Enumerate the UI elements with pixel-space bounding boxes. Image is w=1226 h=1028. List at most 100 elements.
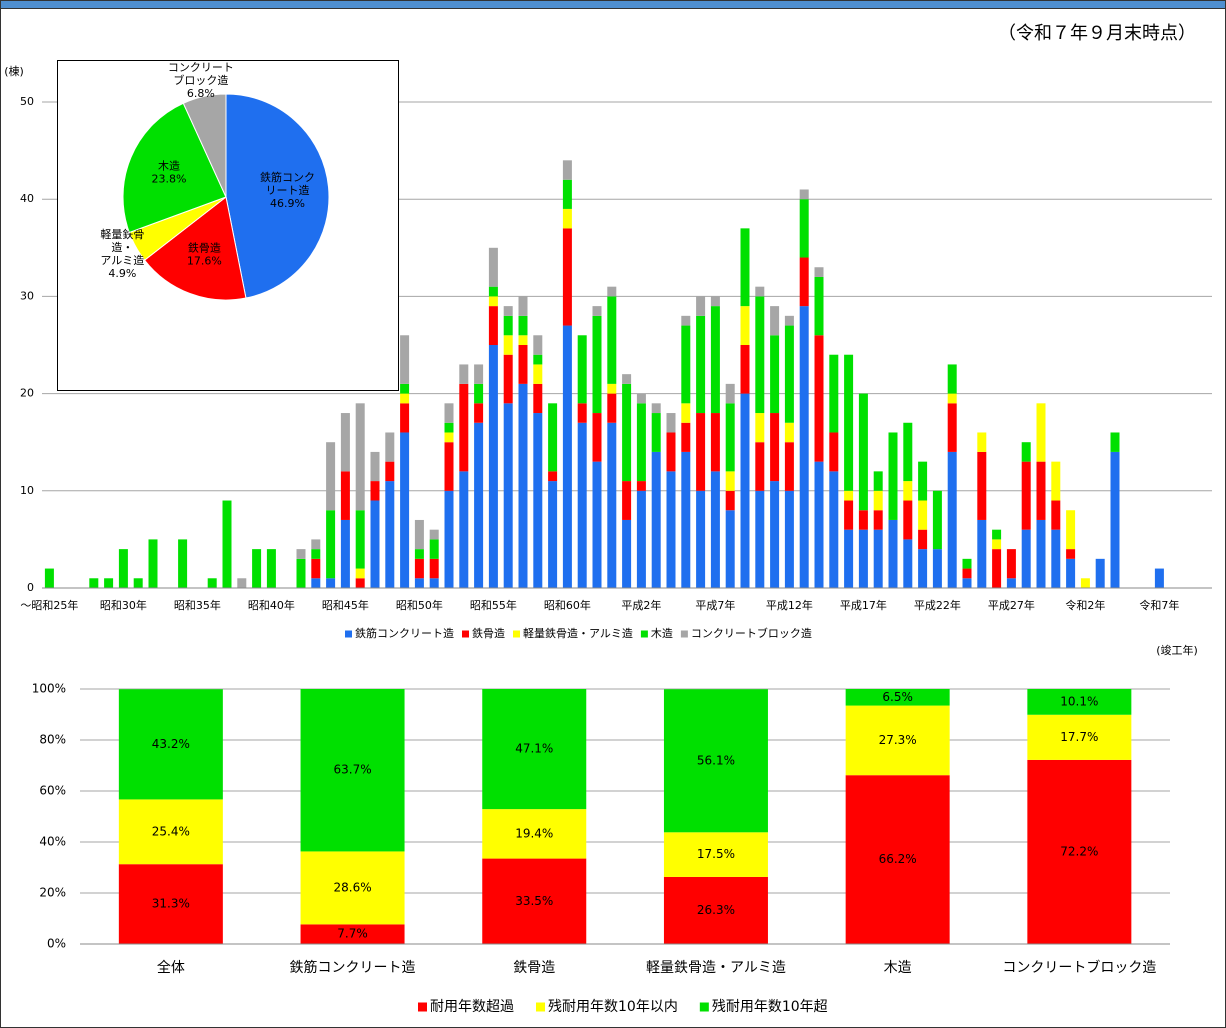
legend-label: 軽量鉄骨造・アルミ造 <box>523 626 633 640</box>
x-tick-label: 令和7年 <box>1139 598 1179 612</box>
x-tick-label: 平成22年 <box>914 598 961 612</box>
bar-segment <box>903 481 913 501</box>
bar-segment <box>482 809 587 859</box>
bar-segment <box>503 306 513 316</box>
bar-segment <box>429 539 439 559</box>
bar-segment <box>488 345 498 588</box>
slice-value: 17.6% <box>187 254 222 267</box>
bar-segment <box>622 481 632 520</box>
y-axis-label: (棟) <box>4 64 24 78</box>
bar-segment <box>326 510 336 579</box>
bar-segment <box>482 689 587 810</box>
bar-segment <box>1110 451 1120 588</box>
bar-segment <box>1051 461 1061 501</box>
bar-segment <box>311 549 321 559</box>
y-tick-label: 10 <box>20 484 34 497</box>
bar-segment <box>663 689 768 833</box>
bar-segment <box>755 490 765 588</box>
bar-segment <box>844 500 854 530</box>
bar-segment <box>1095 558 1105 588</box>
bar-segment <box>592 413 602 462</box>
bar-segment <box>622 383 632 482</box>
legend-swatch <box>418 1002 427 1012</box>
bar-segment <box>799 189 809 200</box>
bar-segment <box>903 422 913 482</box>
bar-segment <box>311 558 321 579</box>
slice-label: 鉄骨造 <box>188 240 221 254</box>
bar-segment <box>118 799 223 865</box>
bar-segment <box>1110 432 1120 452</box>
bar-segment <box>666 471 676 588</box>
legend-swatch <box>513 630 520 638</box>
value-label: 63.7% <box>333 763 371 777</box>
bar-segment <box>636 490 646 588</box>
bar-segment <box>300 924 405 944</box>
bar-segment <box>444 403 454 423</box>
bar-segment <box>1027 714 1132 760</box>
bar-segment <box>474 364 484 384</box>
x-tick-label: 昭和60年 <box>544 598 591 612</box>
bar-segment <box>118 689 223 800</box>
legend-swatch <box>680 630 688 638</box>
pie-chart: 鉄筋コンクリート造46.9%鉄骨造17.6%軽量鉄骨造・アルミ造4.9%木造23… <box>100 61 330 301</box>
legend-label: 木造 <box>651 626 673 640</box>
bar-segment <box>710 413 720 472</box>
bar-segment <box>178 539 188 588</box>
bar-segment <box>1066 510 1076 550</box>
bar-segment <box>444 490 454 588</box>
bar-segment <box>845 705 950 776</box>
bar-segment <box>326 442 336 511</box>
bar-segment <box>992 529 1002 540</box>
bar-segment <box>148 539 158 588</box>
x-tick-label: 全体 <box>157 959 185 976</box>
bar-segment <box>740 228 750 307</box>
bar-segment <box>518 335 528 345</box>
bar-segment <box>44 568 54 588</box>
bar-segment <box>696 490 706 588</box>
bar-segment <box>414 558 424 579</box>
bar-segment <box>518 383 528 588</box>
value-label: 19.4% <box>515 826 553 840</box>
bar-segment <box>429 558 439 579</box>
pie-slice <box>182 93 227 198</box>
bar-segment <box>844 529 854 588</box>
bar-segment <box>311 578 321 588</box>
bar-segment <box>385 481 395 588</box>
pie-slice <box>225 93 330 299</box>
bar-segment <box>903 539 913 588</box>
bar-segment <box>118 864 223 944</box>
x-tick-label: 平成17年 <box>840 598 887 612</box>
bar-segment <box>1006 578 1016 588</box>
bar-segment <box>577 422 587 588</box>
bar-segment <box>992 539 1002 550</box>
bar-segment <box>755 286 765 297</box>
x-tick-label: 昭和30年 <box>100 598 147 612</box>
bar-segment <box>89 578 99 588</box>
bar-segment <box>385 432 395 462</box>
bar-segment <box>118 549 128 588</box>
bar-segment <box>755 413 765 443</box>
bar-segment <box>300 851 405 925</box>
slice-value: 23.8% <box>152 173 187 186</box>
bar-segment <box>400 383 410 394</box>
y-tick-label: 20% <box>39 886 66 900</box>
bar-segment <box>784 422 794 443</box>
bar-segment <box>770 335 780 414</box>
bar-segment <box>370 451 380 482</box>
legend-label: 残耐用年数10年超 <box>712 999 828 1015</box>
bar-segment <box>845 689 950 706</box>
bar-segment <box>918 549 928 588</box>
value-label: 6.5% <box>882 690 913 704</box>
slice-label: 木造 <box>158 159 180 173</box>
bar-segment <box>1051 529 1061 588</box>
bar-segment <box>533 364 543 384</box>
legend-swatch <box>462 630 469 638</box>
x-tick-label: ～昭和25年 <box>20 598 78 612</box>
bar-segment <box>1036 519 1046 588</box>
value-label: 28.6% <box>333 880 371 894</box>
bar-segment <box>488 296 498 307</box>
legend-swatch <box>699 1002 709 1012</box>
bar-segment <box>607 286 617 297</box>
bar-segment <box>592 461 602 588</box>
